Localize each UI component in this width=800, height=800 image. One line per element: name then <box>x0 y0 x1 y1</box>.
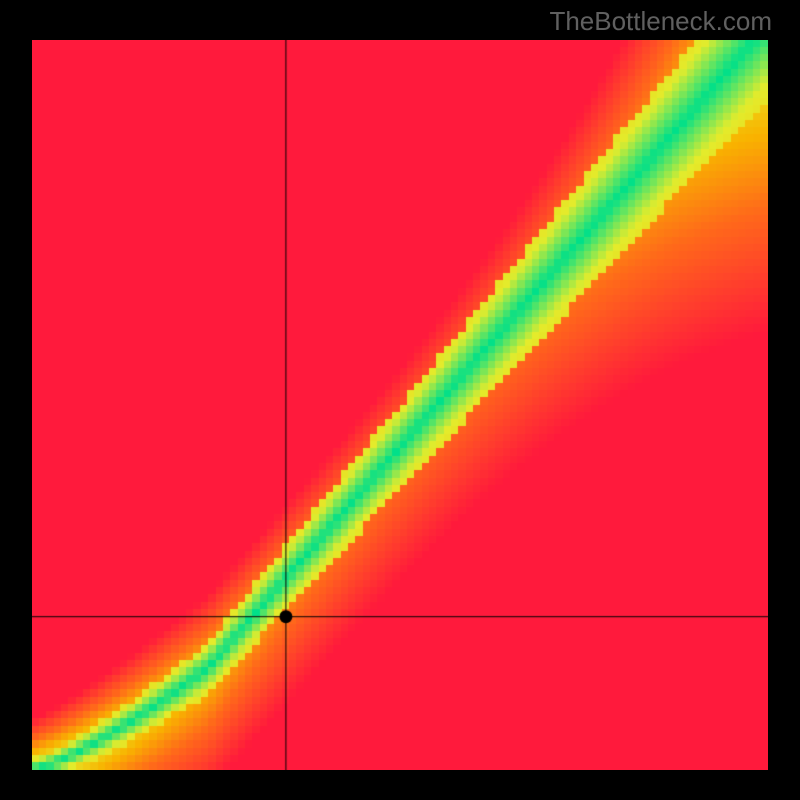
outer-frame: TheBottleneck.com <box>0 0 800 800</box>
watermark-text: TheBottleneck.com <box>549 6 772 37</box>
bottleneck-heatmap <box>32 40 768 770</box>
